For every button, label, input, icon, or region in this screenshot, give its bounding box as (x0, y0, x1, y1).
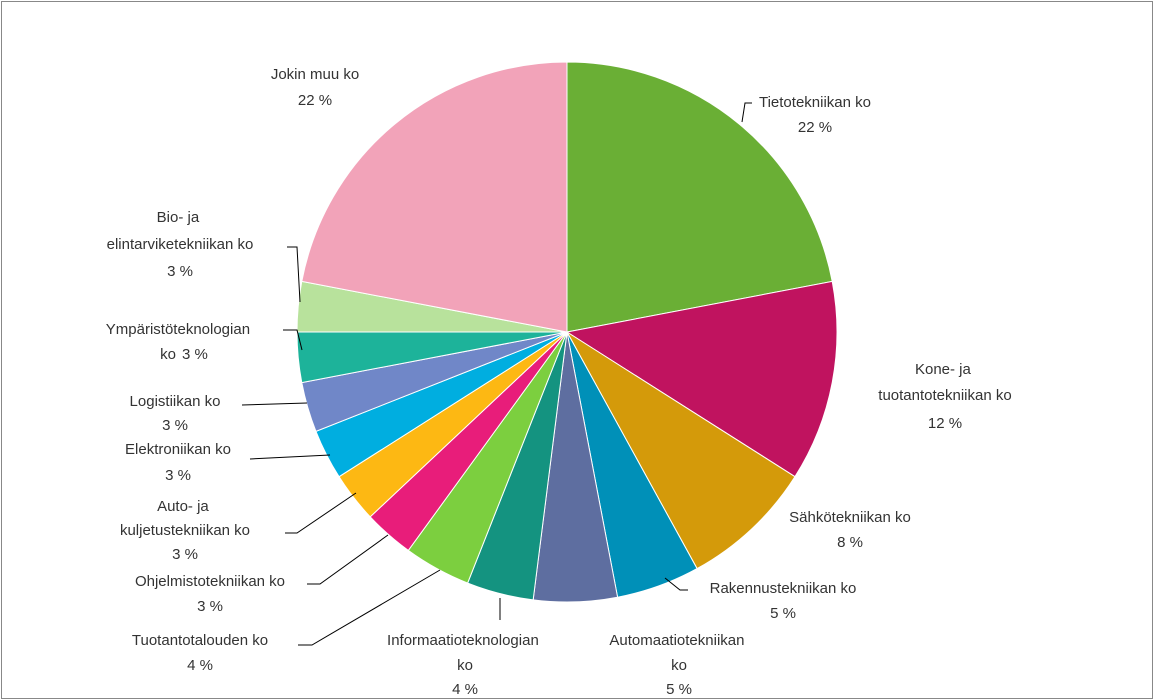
pie-slice (565, 280, 838, 478)
slice-label: Ympäristöteknologian ko (106, 321, 254, 363)
slice-label: Elektroniikan ko (125, 441, 231, 458)
leader-line (307, 534, 389, 585)
leader-line (287, 246, 301, 303)
value-label: 3 % (162, 417, 188, 434)
slice-label: Auto- ja kuljetustekniikan ko (120, 498, 250, 539)
value-label: 3 % (167, 263, 193, 280)
slice-label: Rakennustekniikan ko (710, 580, 857, 597)
value-label: 5 % (666, 681, 692, 698)
value-label: 4 % (452, 681, 478, 698)
slice-label: Jokin muu ko (271, 66, 359, 83)
value-label: 3 % (165, 467, 191, 484)
value-label: 22 % (298, 92, 332, 109)
pie-slice (566, 331, 796, 570)
leader-line (298, 569, 441, 646)
slice-label: Sähkötekniikan ko (789, 509, 911, 526)
slice-label: Logistiikan ko (130, 393, 221, 410)
slice-label: Tuotantotalouden ko (132, 632, 268, 649)
value-label: 5 % (770, 605, 796, 622)
leader-line (249, 454, 331, 460)
value-label: 4 % (187, 657, 213, 674)
leader-line (741, 102, 752, 123)
leader-line (664, 577, 688, 591)
value-label: 8 % (837, 534, 863, 551)
value-label: 3 % (172, 546, 198, 563)
slice-label: Automaatiotekniikan ko (609, 632, 748, 674)
leader-line (283, 329, 303, 351)
slice-label: Bio- ja elintarviketekniikan ko (107, 209, 254, 253)
pie-slice (301, 61, 568, 333)
value-label: 22 % (798, 119, 832, 136)
value-label: 3 % (197, 598, 223, 615)
leader-line (241, 402, 308, 406)
value-label: 3 % (182, 346, 208, 363)
leader-line (285, 492, 357, 534)
slice-label: Informaatioteknologian ko (387, 632, 543, 674)
slice-label: Kone- ja tuotantotekniikan ko (878, 361, 1011, 404)
slice-label: Tietotekniikan ko (759, 94, 871, 111)
value-label: 12 % (928, 415, 962, 432)
pie-slice (566, 61, 833, 333)
slice-label: Ohjelmistotekniikan ko (135, 573, 285, 590)
